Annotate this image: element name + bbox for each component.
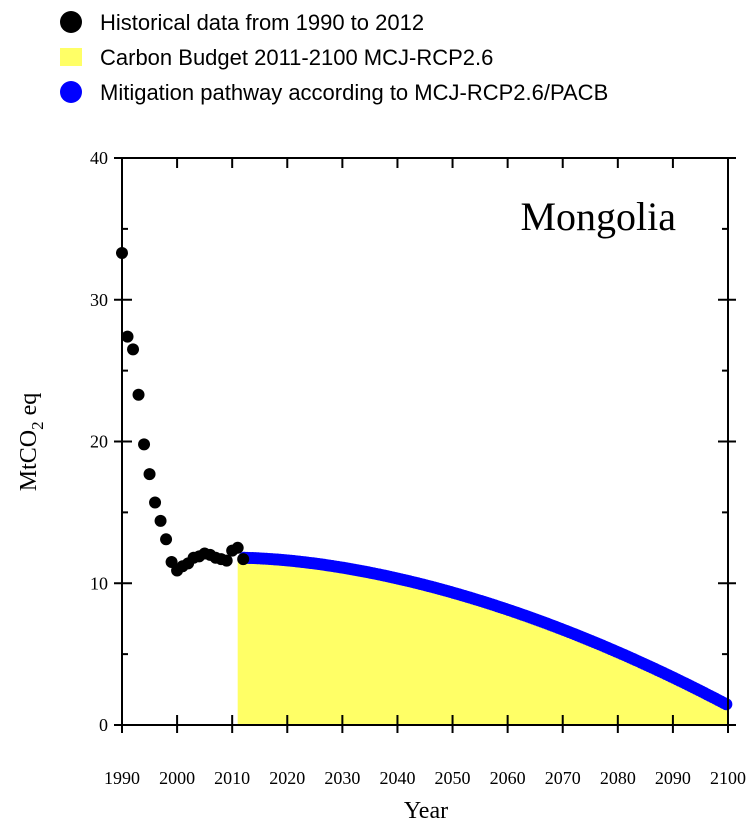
- carbon-budget-area-layer: [237, 557, 728, 725]
- y-tick-label-0: 0: [99, 715, 108, 735]
- y-tick-label-30: 30: [90, 290, 108, 310]
- x-tick-label-2010: 2010: [214, 768, 250, 788]
- historical-point-1995: [143, 468, 156, 481]
- historical-point-1996: [149, 496, 162, 509]
- y-axis-title-suffix: eq: [16, 393, 42, 422]
- historical-point-1997: [154, 514, 167, 527]
- x-tick-label-2050: 2050: [435, 768, 471, 788]
- historical-points-layer: [116, 246, 250, 577]
- legend-marker-0: [60, 11, 82, 33]
- historical-point-1994: [138, 438, 151, 451]
- historical-point-1998: [160, 533, 173, 546]
- mitigation-pathway-layer: [238, 551, 733, 711]
- y-tick-label-10: 10: [90, 573, 108, 593]
- country-annotation: Mongolia: [520, 194, 676, 239]
- x-tick-label-2090: 2090: [655, 768, 691, 788]
- y-axis-title: MtCO2 eq: [16, 393, 47, 492]
- x-tick-label-2060: 2060: [490, 768, 526, 788]
- legend-label-1: Carbon Budget 2011-2100 MCJ-RCP2.6: [100, 45, 493, 70]
- pathway-point-175: [720, 698, 733, 711]
- historical-point-1992: [127, 343, 140, 356]
- x-tick-label-2020: 2020: [269, 768, 305, 788]
- legend-marker-2: [60, 81, 82, 103]
- x-tick-label-2100: 2100: [710, 768, 746, 788]
- historical-point-2012: [237, 553, 250, 566]
- y-tick-label-40: 40: [90, 148, 108, 168]
- x-tick-label-2030: 2030: [324, 768, 360, 788]
- legend: Historical data from 1990 to 2012 Carbon …: [60, 10, 608, 105]
- historical-point-1999: [165, 555, 178, 568]
- x-tick-label-2080: 2080: [600, 768, 636, 788]
- historical-point-1991: [121, 330, 134, 343]
- x-tick-label-2070: 2070: [545, 768, 581, 788]
- historical-point-2011: [231, 541, 244, 554]
- x-tick-label-2000: 2000: [159, 768, 195, 788]
- carbon-budget-area: [237, 557, 728, 725]
- legend-label-2: Mitigation pathway according to MCJ-RCP2…: [100, 80, 608, 105]
- historical-point-2009: [220, 554, 233, 567]
- historical-point-1993: [132, 388, 145, 401]
- x-tick-label-1990: 1990: [104, 768, 140, 788]
- x-axis-title: Year: [404, 798, 448, 822]
- y-axis-title-subscript: 2: [28, 421, 47, 430]
- legend-label-0: Historical data from 1990 to 2012: [100, 10, 424, 35]
- x-tick-label-2040: 2040: [379, 768, 415, 788]
- legend-marker-1: [60, 48, 82, 66]
- y-axis-title-main: MtCO: [16, 430, 42, 491]
- y-tick-label-20: 20: [90, 432, 108, 452]
